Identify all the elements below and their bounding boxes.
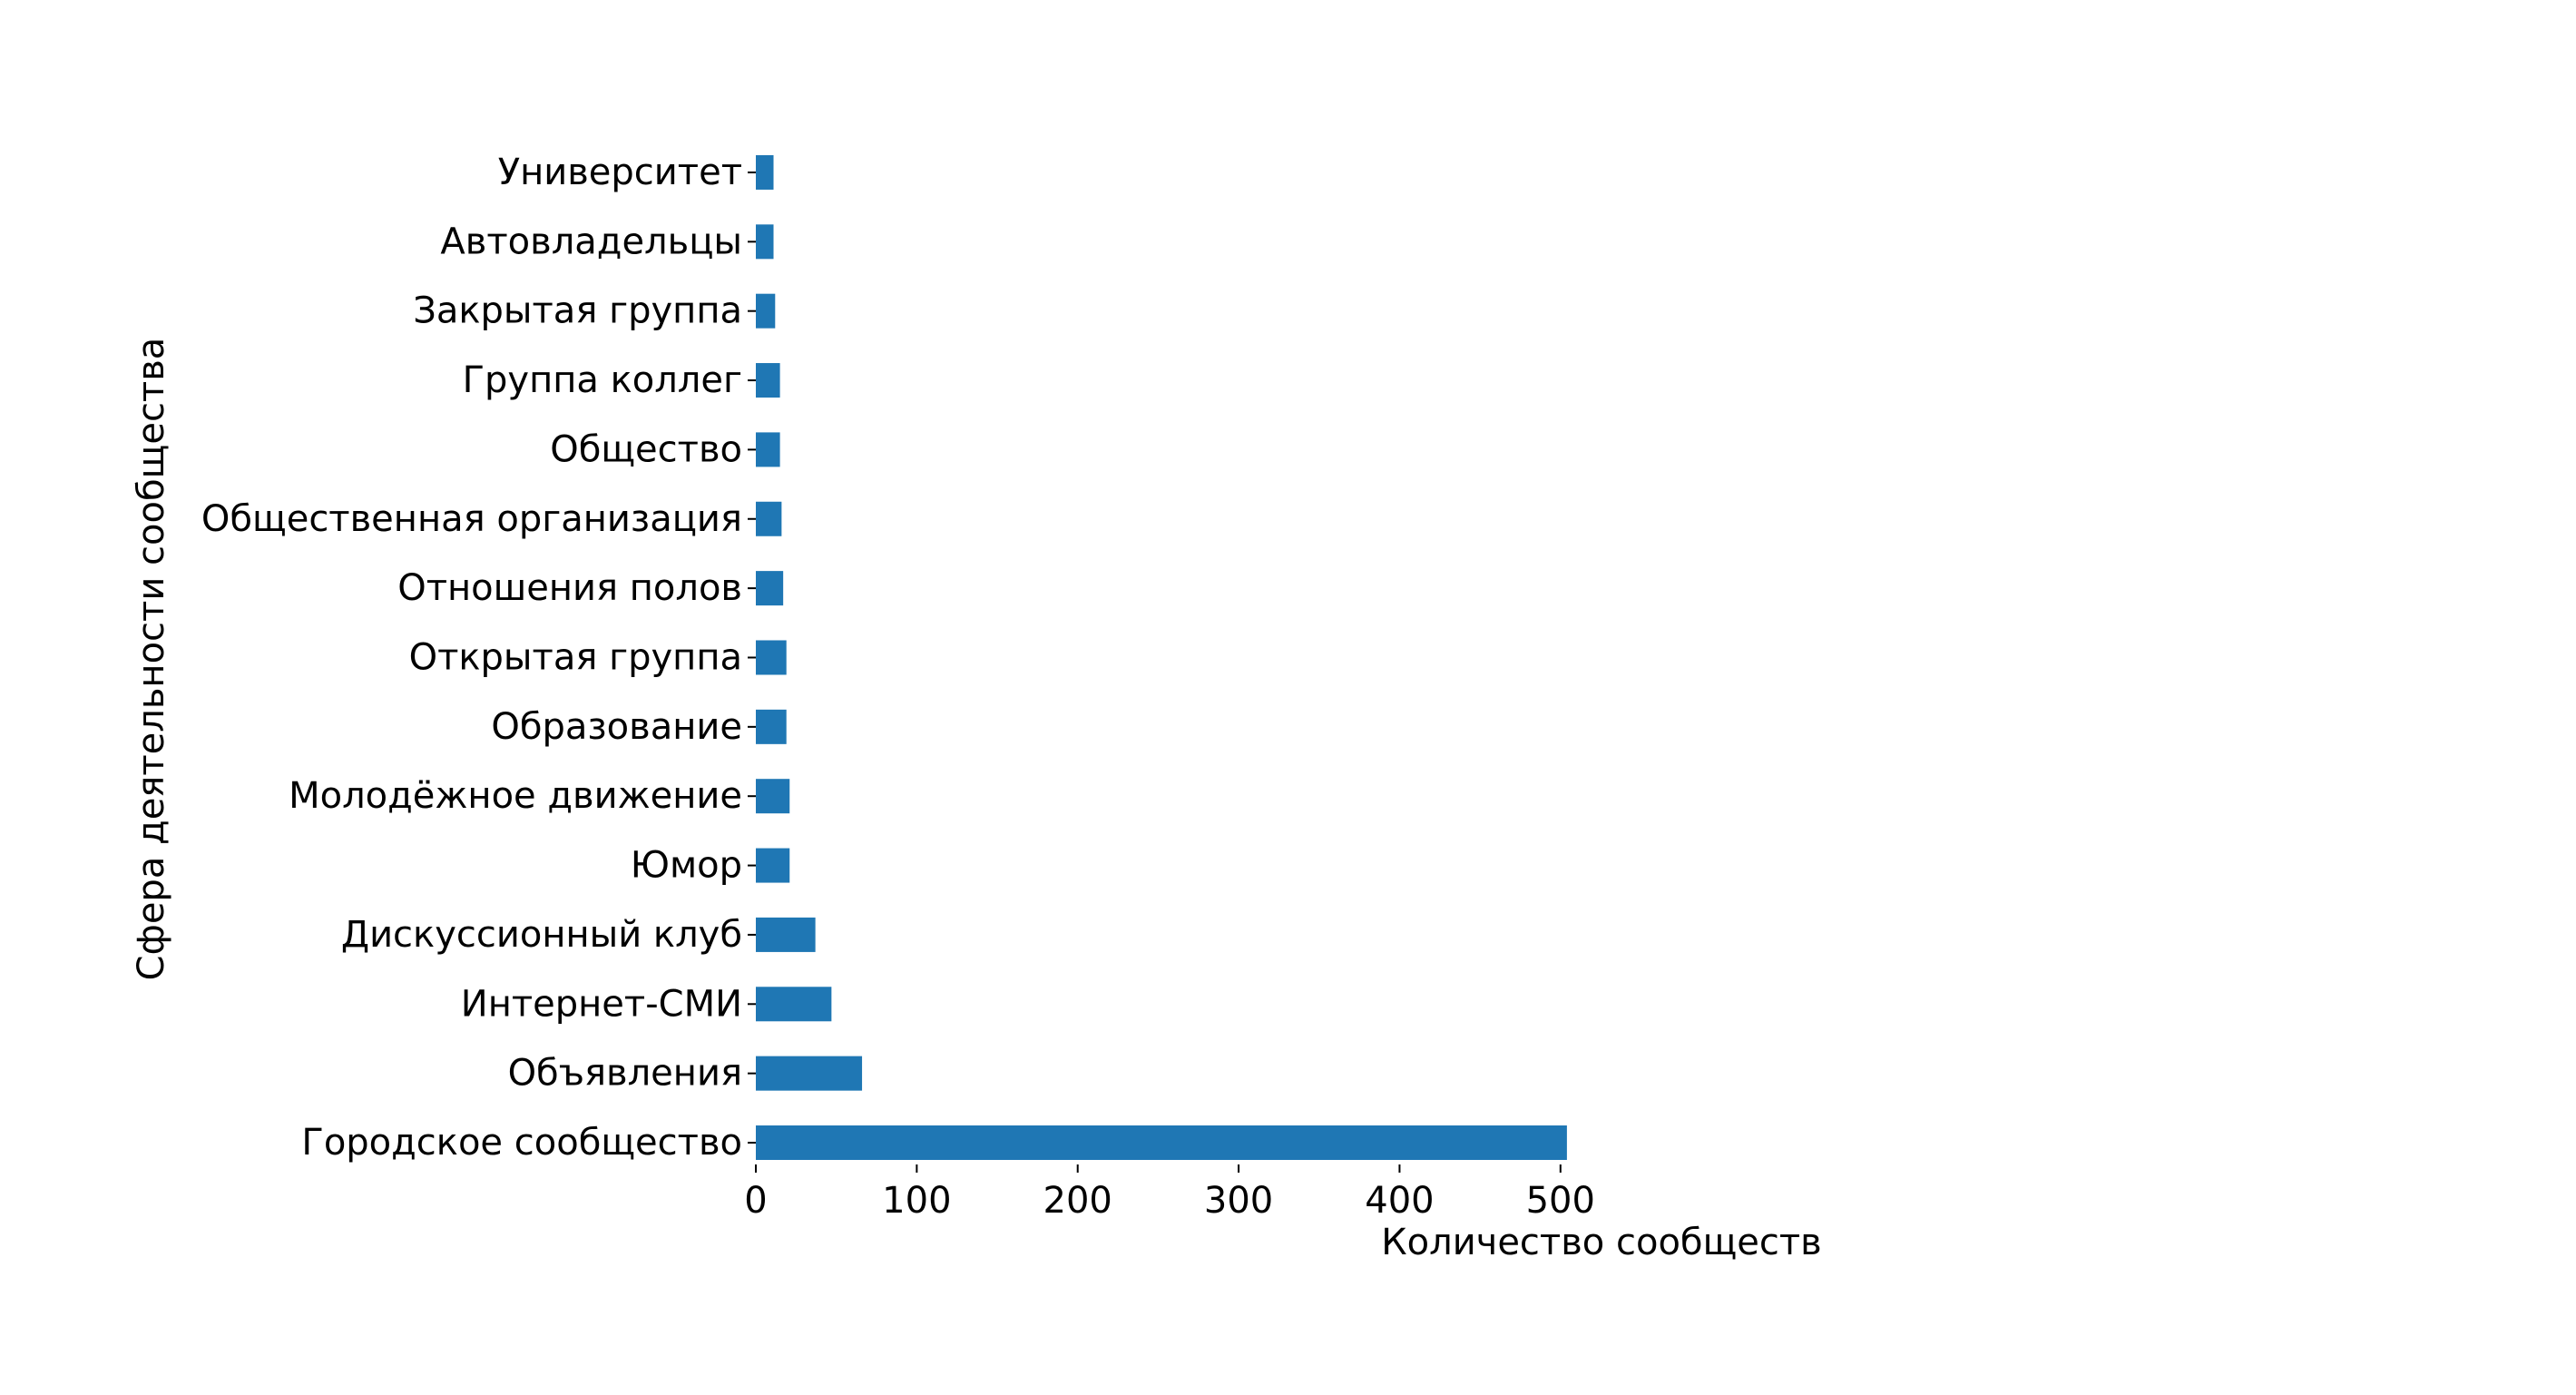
bar	[756, 571, 784, 606]
bars-group	[756, 154, 1567, 1160]
y-axis-label: Сфера деятельности сообщества	[131, 338, 172, 981]
bar	[756, 709, 787, 744]
x-axis-ticks: 0 100 200 300 400 500	[744, 1164, 1595, 1222]
bar	[756, 363, 780, 398]
y-tick-label: Образование	[491, 706, 742, 748]
bar	[756, 224, 774, 260]
y-tick-label: Отношения полов	[397, 567, 742, 609]
y-tick-label: Университет	[498, 152, 742, 193]
y-tick-label: Молодёжное движение	[289, 775, 742, 817]
bar	[756, 501, 782, 536]
y-tick-label: Общественная организация	[201, 498, 742, 540]
y-tick-label: Интернет-СМИ	[461, 983, 742, 1025]
y-tick-label: Открытая группа	[409, 636, 742, 678]
x-tick-label: 100	[882, 1180, 951, 1222]
y-tick-label: Закрытая группа	[413, 290, 742, 332]
bar	[756, 1056, 863, 1091]
x-axis-label: Количество сообществ	[1381, 1222, 1822, 1263]
bar	[756, 987, 832, 1022]
x-tick-label: 500	[1526, 1180, 1595, 1222]
y-axis-ticks: Городское сообщество Объявления Интернет-С…	[201, 152, 756, 1164]
bar	[756, 640, 787, 675]
bar	[756, 293, 776, 329]
x-tick-label: 400	[1365, 1180, 1434, 1222]
y-tick-label: Объявления	[508, 1053, 742, 1095]
y-tick-label: Автовладельцы	[440, 221, 742, 262]
y-tick-label: Городское сообщество	[301, 1122, 742, 1164]
bar	[756, 1125, 1567, 1160]
x-tick-label: 0	[744, 1180, 767, 1222]
y-tick-label: Юмор	[631, 845, 742, 887]
bar	[756, 432, 780, 467]
y-tick-label: Общество	[550, 428, 742, 470]
x-tick-label: 300	[1204, 1180, 1273, 1222]
bar	[756, 154, 774, 190]
y-tick-label: Дискуссионный клуб	[341, 914, 742, 956]
bar	[756, 848, 790, 883]
y-tick-label: Группа коллег	[463, 359, 742, 401]
bar	[756, 917, 816, 952]
bar	[756, 779, 790, 814]
x-tick-label: 200	[1043, 1180, 1112, 1222]
